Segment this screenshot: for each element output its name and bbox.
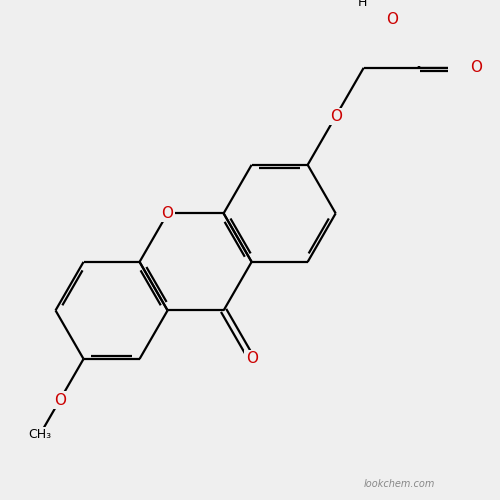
Text: O: O xyxy=(470,60,482,76)
Text: O: O xyxy=(246,352,258,366)
Text: O: O xyxy=(54,392,66,407)
Text: H: H xyxy=(358,0,368,9)
Text: O: O xyxy=(386,12,398,27)
Text: O: O xyxy=(162,206,173,221)
Text: CH₃: CH₃ xyxy=(28,428,52,440)
Text: lookchem.com: lookchem.com xyxy=(364,478,435,488)
Text: O: O xyxy=(330,109,342,124)
